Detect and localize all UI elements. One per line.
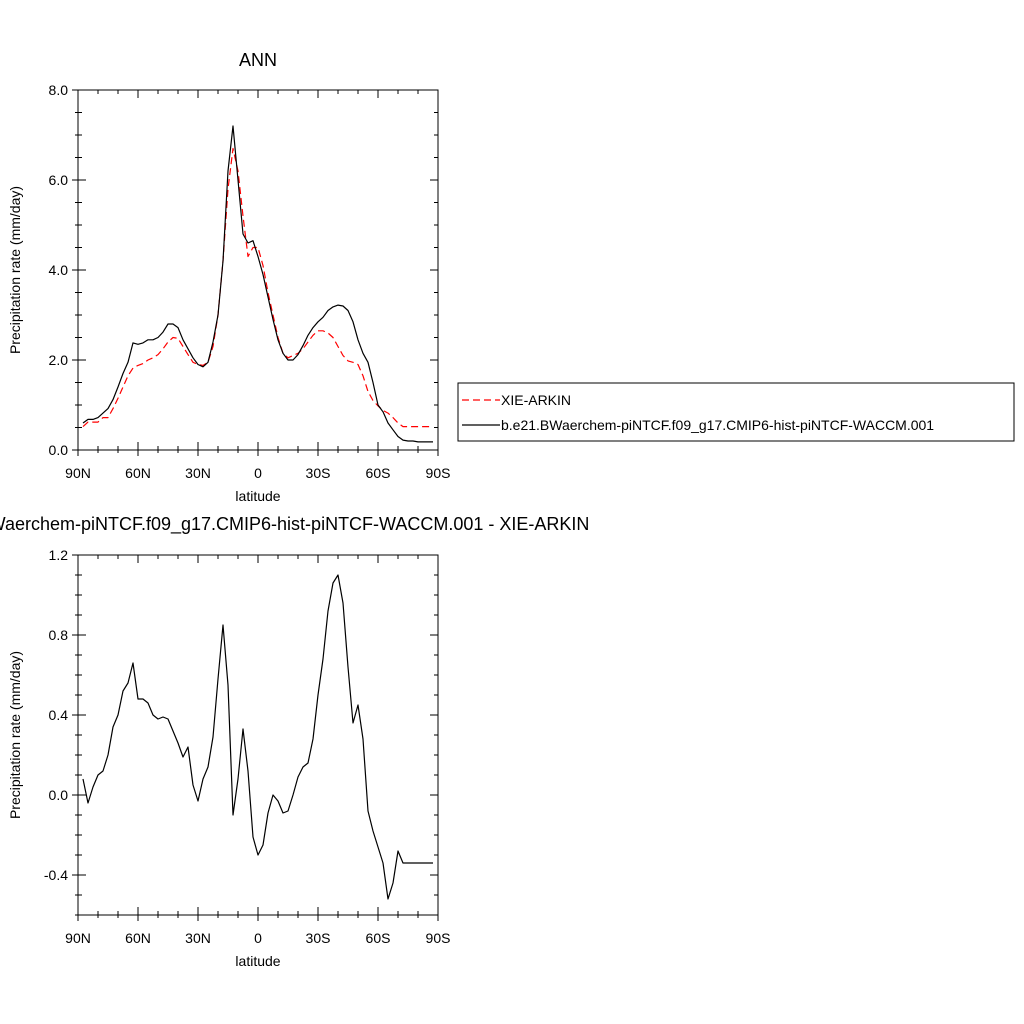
x-tick-label: 90N	[65, 930, 91, 946]
y-tick-label: 6.0	[49, 172, 69, 188]
series-line-2	[82, 125, 433, 443]
legend-label: XIE-ARKIN	[501, 392, 571, 408]
x-tick-label: 90N	[65, 465, 91, 481]
x-tick-label: 0	[254, 465, 262, 481]
y-tick-label: 0.0	[49, 442, 69, 458]
y-axis-label: Precipitation rate (mm/day)	[7, 186, 23, 354]
y-tick-label: 2.0	[49, 352, 69, 368]
y-tick-label: 1.2	[49, 547, 69, 563]
y-tick-label: 0.0	[49, 787, 69, 803]
x-tick-label: 90S	[426, 465, 451, 481]
legend-box	[457, 382, 1015, 442]
x-tick-label: 0	[254, 930, 262, 946]
y-tick-label: 8.0	[49, 82, 69, 98]
x-axis-label: latitude	[235, 953, 280, 969]
x-tick-label: 30S	[306, 465, 331, 481]
x-tick-label: 60N	[125, 930, 151, 946]
y-tick-label: -0.4	[44, 867, 68, 883]
series-line-1	[82, 574, 433, 900]
y-tick-label: 0.4	[49, 707, 69, 723]
x-tick-label: 60S	[366, 465, 391, 481]
chart-title: ANN	[239, 50, 277, 70]
x-tick-label: 30N	[185, 930, 211, 946]
x-axis-label: latitude	[235, 488, 280, 504]
y-tick-label: 0.8	[49, 627, 69, 643]
x-tick-label: 30N	[185, 465, 211, 481]
legend: XIE-ARKIN b.e21.BWaerchem-piNTCF.f09_g17.…	[457, 382, 1015, 442]
y-tick-label: 4.0	[49, 262, 69, 278]
series-line-1	[82, 147, 433, 428]
x-tick-label: 30S	[306, 930, 331, 946]
x-tick-label: 60S	[366, 930, 391, 946]
legend-label: b.e21.BWaerchem-piNTCF.f09_g17.CMIP6-his…	[501, 417, 934, 433]
chart-1: ANN 0.0 2.0 4.0 6.0 8.0 90N 60N 30N 0 30S 60S 90S lat…	[7, 50, 1015, 504]
y-axis-label: Precipitation rate (mm/day)	[7, 651, 23, 819]
x-tick-label: 90S	[426, 930, 451, 946]
plot-frame	[77, 554, 439, 916]
chart-title: b.e21.BWaerchem-piNTCF.f09_g17.CMIP6-his…	[0, 514, 589, 535]
plot-frame	[77, 89, 439, 451]
chart-2: b.e21.BWaerchem-piNTCF.f09_g17.CMIP6-his…	[0, 514, 589, 969]
x-tick-label: 60N	[125, 465, 151, 481]
